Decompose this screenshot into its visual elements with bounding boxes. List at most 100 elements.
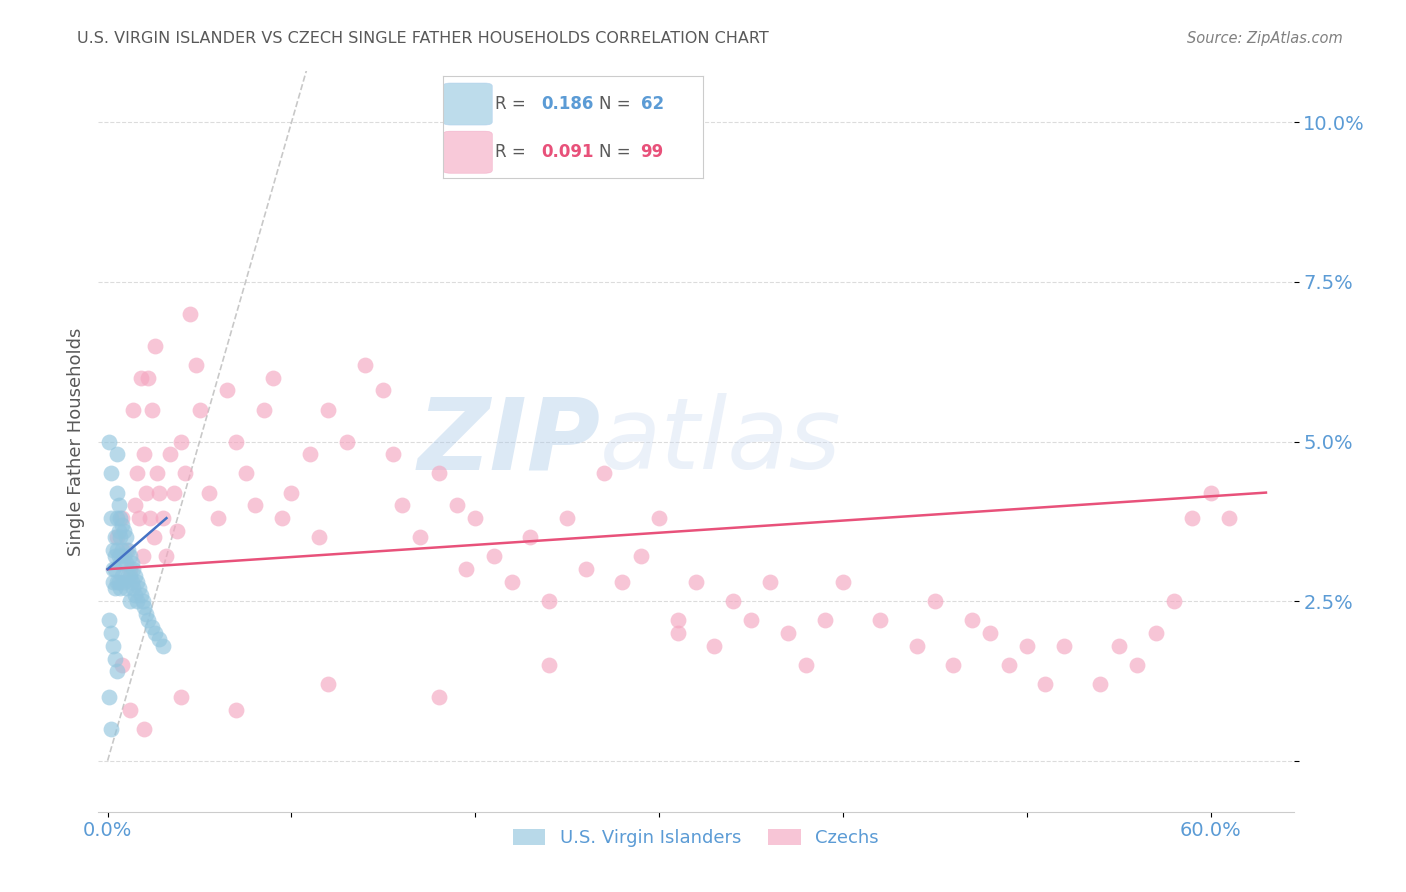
Text: 0.186: 0.186 — [541, 95, 595, 112]
U.S. Virgin Islanders — [112, 574, 135, 589]
Y-axis label: Single Father Households: Single Father Households — [66, 327, 84, 556]
Czechs — [308, 530, 330, 544]
U.S. Virgin Islanders — [107, 499, 129, 513]
Czechs — [271, 511, 294, 525]
Czechs — [152, 511, 174, 525]
U.S. Virgin Islanders — [98, 690, 121, 704]
Text: R =: R = — [495, 143, 531, 161]
U.S. Virgin Islanders — [107, 549, 129, 564]
Czechs — [148, 485, 170, 500]
Czechs — [170, 434, 193, 449]
Czechs — [184, 358, 207, 372]
U.S. Virgin Islanders — [134, 600, 156, 615]
Czechs — [145, 339, 167, 353]
Czechs — [464, 511, 486, 525]
Text: N =: N = — [599, 143, 636, 161]
U.S. Virgin Islanders — [105, 543, 128, 558]
Czechs — [446, 499, 468, 513]
U.S. Virgin Islanders — [136, 613, 159, 627]
U.S. Virgin Islanders — [101, 639, 124, 653]
Czechs — [666, 626, 689, 640]
Czechs — [354, 358, 377, 372]
Czechs — [141, 402, 163, 417]
Czechs — [111, 511, 134, 525]
Czechs — [159, 447, 181, 461]
Czechs — [155, 549, 177, 564]
Czechs — [942, 657, 965, 672]
U.S. Virgin Islanders — [105, 665, 128, 679]
Czechs — [814, 613, 837, 627]
U.S. Virgin Islanders — [107, 574, 129, 589]
Czechs — [207, 511, 229, 525]
U.S. Virgin Islanders — [128, 582, 150, 596]
Czechs — [129, 370, 152, 384]
Czechs — [243, 499, 266, 513]
U.S. Virgin Islanders — [125, 574, 148, 589]
Czechs — [280, 485, 302, 500]
U.S. Virgin Islanders — [104, 530, 127, 544]
Czechs — [115, 543, 138, 558]
U.S. Virgin Islanders — [98, 613, 121, 627]
U.S. Virgin Islanders — [98, 434, 121, 449]
U.S. Virgin Islanders — [135, 607, 157, 621]
U.S. Virgin Islanders — [124, 588, 146, 602]
U.S. Virgin Islanders — [121, 556, 143, 570]
U.S. Virgin Islanders — [112, 549, 135, 564]
Czechs — [166, 524, 188, 538]
U.S. Virgin Islanders — [100, 722, 122, 736]
Czechs — [262, 370, 284, 384]
U.S. Virgin Islanders — [100, 467, 122, 481]
Czechs — [124, 499, 146, 513]
U.S. Virgin Islanders — [111, 568, 134, 582]
Czechs — [122, 402, 145, 417]
Czechs — [163, 485, 186, 500]
Text: 62: 62 — [641, 95, 664, 112]
Czechs — [537, 657, 560, 672]
U.S. Virgin Islanders — [100, 511, 122, 525]
U.S. Virgin Islanders — [100, 626, 122, 640]
Czechs — [537, 594, 560, 608]
Czechs — [225, 434, 247, 449]
U.S. Virgin Islanders — [105, 511, 128, 525]
Czechs — [427, 467, 450, 481]
U.S. Virgin Islanders — [115, 530, 138, 544]
Czechs — [128, 511, 150, 525]
Czechs — [666, 613, 689, 627]
U.S. Virgin Islanders — [104, 651, 127, 665]
U.S. Virgin Islanders — [122, 562, 145, 576]
Czechs — [298, 447, 321, 461]
Czechs — [409, 530, 432, 544]
Czechs — [758, 574, 780, 589]
U.S. Virgin Islanders — [129, 588, 152, 602]
Czechs — [905, 639, 928, 653]
U.S. Virgin Islanders — [115, 556, 138, 570]
U.S. Virgin Islanders — [110, 511, 132, 525]
FancyBboxPatch shape — [443, 83, 492, 125]
U.S. Virgin Islanders — [148, 632, 170, 647]
Czechs — [134, 722, 156, 736]
Czechs — [136, 370, 159, 384]
Czechs — [111, 657, 134, 672]
U.S. Virgin Islanders — [107, 524, 129, 538]
Czechs — [391, 499, 413, 513]
Legend: U.S. Virgin Islanders, Czechs: U.S. Virgin Islanders, Czechs — [506, 822, 886, 855]
U.S. Virgin Islanders — [118, 594, 141, 608]
Czechs — [217, 384, 239, 398]
Czechs — [1015, 639, 1038, 653]
Czechs — [373, 384, 395, 398]
Czechs — [225, 703, 247, 717]
U.S. Virgin Islanders — [131, 594, 153, 608]
Czechs — [316, 402, 339, 417]
Czechs — [316, 677, 339, 691]
U.S. Virgin Islanders — [117, 568, 139, 582]
Czechs — [776, 626, 799, 640]
Czechs — [1163, 594, 1185, 608]
U.S. Virgin Islanders — [118, 568, 141, 582]
Czechs — [997, 657, 1019, 672]
U.S. Virgin Islanders — [105, 447, 128, 461]
Czechs — [794, 657, 817, 672]
Czechs — [1053, 639, 1076, 653]
Czechs — [139, 511, 162, 525]
Czechs — [630, 549, 652, 564]
U.S. Virgin Islanders — [101, 574, 124, 589]
